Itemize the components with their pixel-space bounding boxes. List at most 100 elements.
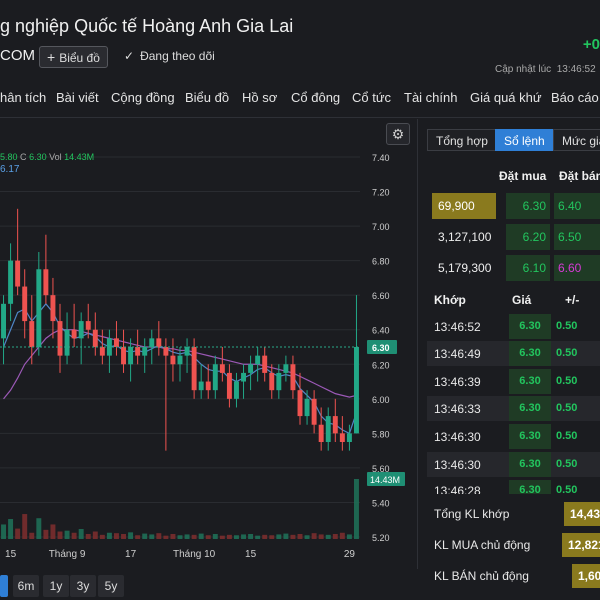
candle-body [191,347,197,391]
summary-row: KL MUA chủ động 12,821 [427,531,600,559]
volume-bar [191,534,197,539]
summary-label: Tổng KL khớp [434,507,510,521]
nav-chart[interactable]: Biểu đồ [185,90,230,105]
volume-bar [212,534,218,539]
nav-analysis[interactable]: hân tích [0,90,47,105]
summary-label: KL MUA chủ động [434,538,531,552]
volume-bar [241,534,246,539]
volume-bar [92,531,98,539]
trade-change: 0.50 [556,347,578,359]
nav-community[interactable]: Cộng đồng [111,90,175,105]
summary-value: 1,607 [572,564,600,588]
candle-body [71,329,77,339]
orderbook-ask: 6.50 [554,224,600,250]
candle-body [15,260,21,287]
orderbook-volume: 3,127,100 [438,230,492,244]
trade-price: 6.30 [509,396,551,421]
orderbook-row: 69,900 6.30 6.40 [419,193,600,219]
follow-label: Đang theo dõi [140,49,215,63]
volume-bar [184,534,190,539]
candle-body [57,321,63,356]
time-tick-label: 29 [344,549,356,560]
candle-body [219,364,225,373]
orderbook-bid: 6.20 [506,224,550,250]
chart-button[interactable]: + Biểu đồ [39,46,108,68]
volume-bar [269,535,275,539]
trade-change: 0.50 [556,320,578,332]
volume-bar [311,533,317,539]
nav-dividends[interactable]: Cổ tức [352,90,392,105]
candle-body [283,364,289,373]
volume-bar [339,532,345,539]
candle-body [8,260,14,304]
updated-time: Cập nhật lúc 13:46:52 [495,64,596,75]
candle-body [149,338,155,347]
candle-body [1,303,6,339]
price-tick-label: 5.60 [372,464,390,474]
range-6m[interactable]: 6m [13,575,39,597]
range-3y[interactable]: 3y [70,575,96,597]
range-active[interactable] [0,575,8,597]
nav-articles[interactable]: Bài viết [56,90,99,105]
volume-bar [149,534,155,539]
check-icon: ✓ [124,49,135,63]
time-tick-label: 17 [125,549,137,560]
ohlc-prefix: 5.80 [0,152,18,162]
candle-body [50,295,56,322]
tab-price-levels[interactable]: Mức giá [553,129,600,151]
volume-bar [297,534,303,539]
volume-bar [114,533,119,539]
trade-price: 6.30 [509,480,551,494]
volume-bar [234,535,239,539]
volume-bar [283,533,289,539]
tab-summary[interactable]: Tổng hợp [427,129,497,151]
nav-history[interactable]: Giá quá khứ [470,90,542,105]
price-tick-label: 6.40 [372,326,390,336]
candle-body [241,372,246,382]
range-5y[interactable]: 5y [98,575,124,597]
candle-body [304,398,310,417]
trade-time: 13:46:52 [434,320,481,334]
nav-financials[interactable]: Tài chính [404,90,458,105]
volume-bar [36,518,42,539]
candle-body [128,347,134,365]
trade-change: 0.50 [556,375,578,387]
price-chart[interactable]: 7.40 7.20 7.00 6.80 6.60 6.40 6.20 6.00 5.80 5.60… [0,119,418,569]
trade-change: 0.50 [556,458,578,470]
price-tick-label: 5.80 [372,429,390,439]
volume-bar [325,534,331,539]
candle-body [311,398,317,425]
candle-body [198,381,204,391]
orderbook-bid: 6.10 [506,255,550,281]
current-volume-label: 14.43M [370,475,400,485]
summary-row: Tổng KL khớp 14,430 [427,500,600,528]
orderbook-row: 3,127,100 6.20 6.50 [419,224,600,250]
trade-price: 6.30 [509,341,551,366]
volume-bar [57,531,63,539]
orderbook-row: 5,179,300 6.10 6.60 [419,255,600,281]
range-1y[interactable]: 1y [43,575,69,597]
candle-body [142,347,148,356]
ticker-symbol: COM [0,47,35,64]
nav-profile[interactable]: Hồ sơ [242,90,278,105]
plus-icon: + [47,49,56,65]
volume-bar [248,534,254,539]
nav-reports[interactable]: Báo cáo [551,90,599,105]
candle-body [92,329,98,347]
trade-row: 13:46:52 6.30 0.50 [427,314,600,339]
price-tick-label: 6.20 [372,360,390,370]
volume-bar [8,519,14,539]
candle-body [248,364,254,373]
price-tick-label: 6.80 [372,257,390,267]
current-volume-badge [367,472,405,486]
nav-shareholders[interactable]: Cổ đông [291,90,341,105]
gear-icon[interactable]: ⚙ [386,123,410,145]
volume-bar [106,532,112,539]
candle-body [212,364,218,391]
trade-price: 6.30 [509,424,551,449]
follow-toggle[interactable]: ✓ Đang theo dõi [124,49,215,63]
tab-orderbook[interactable]: Sổ lệnh [495,129,554,151]
trade-price: 6.30 [509,452,551,477]
volume-bar [22,514,28,539]
trade-change: 0.50 [556,402,578,414]
